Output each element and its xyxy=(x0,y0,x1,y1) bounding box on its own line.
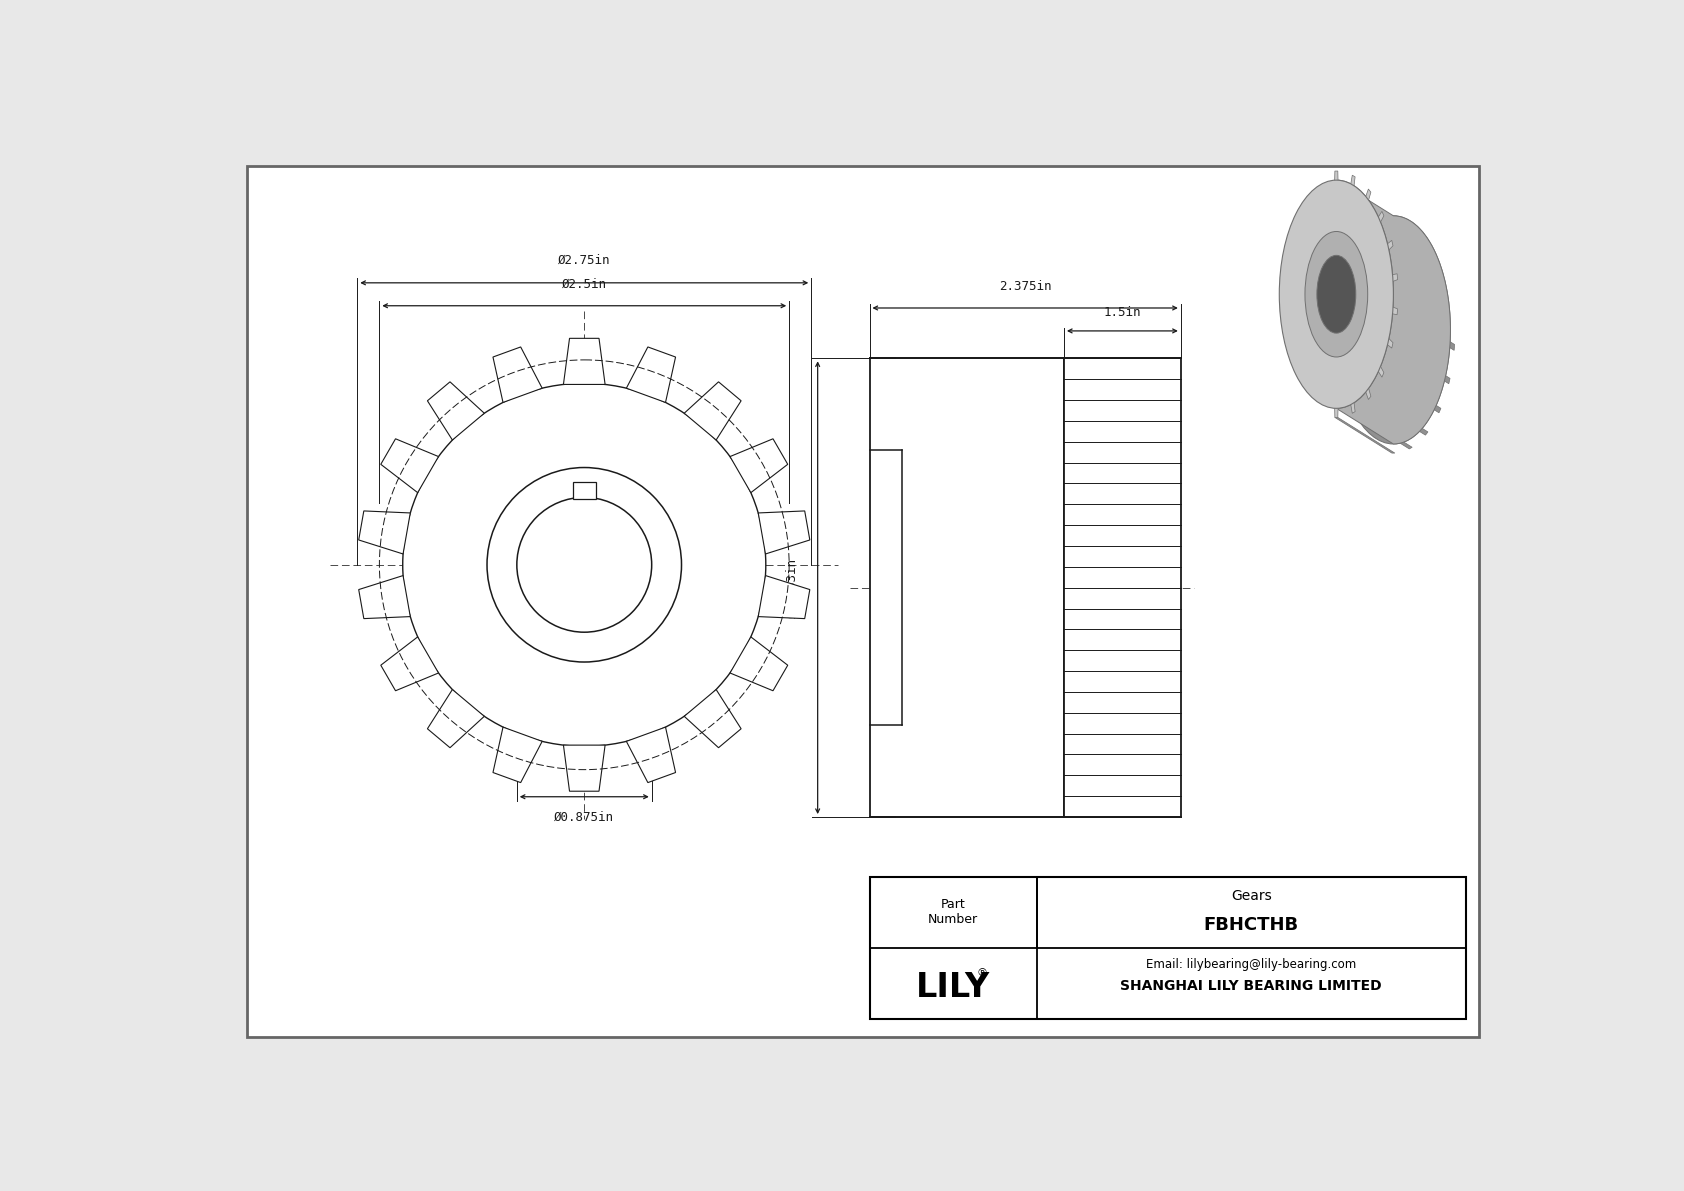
Polygon shape xyxy=(1335,417,1394,453)
Polygon shape xyxy=(1334,172,1339,194)
Ellipse shape xyxy=(1317,255,1356,333)
Polygon shape xyxy=(1398,308,1455,350)
Polygon shape xyxy=(1349,389,1356,413)
Text: Ø2.75in: Ø2.75in xyxy=(557,254,611,267)
Polygon shape xyxy=(1381,241,1393,256)
Polygon shape xyxy=(1383,373,1442,413)
Polygon shape xyxy=(758,575,810,618)
Text: Ø2.063in: Ø2.063in xyxy=(785,557,798,618)
Text: 1.5in: 1.5in xyxy=(1103,306,1142,319)
Polygon shape xyxy=(564,338,605,385)
Text: Ø0.875in: Ø0.875in xyxy=(554,811,615,823)
Text: LILY: LILY xyxy=(916,971,990,1004)
Circle shape xyxy=(402,384,766,747)
Polygon shape xyxy=(1386,305,1398,314)
Polygon shape xyxy=(1352,412,1413,449)
Polygon shape xyxy=(731,637,788,691)
Text: Email: lilybearing@lily-bearing.com: Email: lilybearing@lily-bearing.com xyxy=(1147,959,1356,971)
Ellipse shape xyxy=(1280,180,1393,409)
Polygon shape xyxy=(1369,397,1428,435)
Ellipse shape xyxy=(1305,231,1367,357)
Bar xyxy=(869,877,1467,1018)
Polygon shape xyxy=(1386,274,1398,283)
Polygon shape xyxy=(758,511,810,554)
Polygon shape xyxy=(626,347,675,403)
Text: FBHCTHB: FBHCTHB xyxy=(1204,916,1298,934)
Ellipse shape xyxy=(1337,216,1450,444)
Polygon shape xyxy=(1381,332,1393,348)
Polygon shape xyxy=(493,728,542,782)
Polygon shape xyxy=(359,511,411,554)
Polygon shape xyxy=(1362,189,1371,212)
Polygon shape xyxy=(564,746,605,791)
Polygon shape xyxy=(1334,394,1339,417)
Polygon shape xyxy=(626,728,675,782)
Polygon shape xyxy=(1349,175,1356,199)
Polygon shape xyxy=(1372,357,1384,378)
Bar xyxy=(573,481,596,499)
Polygon shape xyxy=(1372,211,1384,231)
Bar xyxy=(869,358,1064,817)
Polygon shape xyxy=(684,690,741,748)
Text: ®: ® xyxy=(977,968,987,978)
Polygon shape xyxy=(684,382,741,439)
Circle shape xyxy=(487,468,682,662)
Text: Ø2.5in: Ø2.5in xyxy=(562,278,606,291)
Polygon shape xyxy=(428,382,485,439)
Polygon shape xyxy=(1337,180,1450,444)
Circle shape xyxy=(517,498,652,632)
Bar xyxy=(1064,358,1180,817)
Polygon shape xyxy=(731,438,788,493)
Text: Part
Number: Part Number xyxy=(928,898,978,927)
Polygon shape xyxy=(359,575,411,618)
Polygon shape xyxy=(1391,343,1450,384)
Polygon shape xyxy=(1362,376,1371,399)
Polygon shape xyxy=(381,438,438,493)
Text: Gears: Gears xyxy=(1231,890,1271,904)
Text: SHANGHAI LILY BEARING LIMITED: SHANGHAI LILY BEARING LIMITED xyxy=(1120,979,1383,993)
Text: 2.375in: 2.375in xyxy=(999,280,1051,293)
Polygon shape xyxy=(381,637,438,691)
Polygon shape xyxy=(493,347,542,403)
Polygon shape xyxy=(428,690,485,748)
